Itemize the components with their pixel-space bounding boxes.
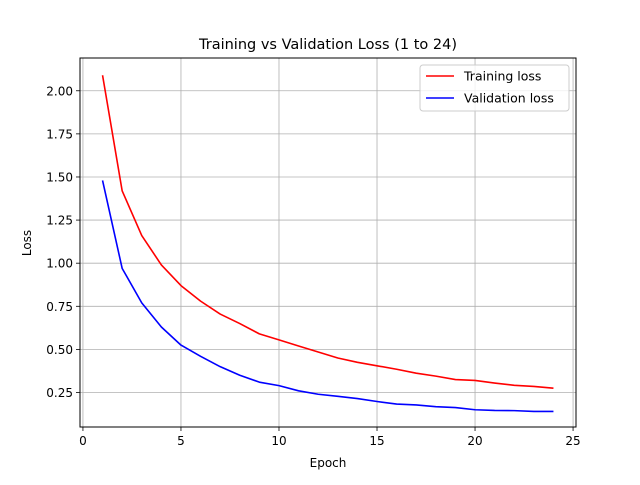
legend: Training loss Validation loss (419, 64, 570, 112)
x-tick-label: 20 (467, 434, 482, 448)
y-tick-label: 1.75 (46, 127, 73, 141)
x-tick-label: 5 (177, 434, 185, 448)
y-tick-label: 0.50 (46, 343, 73, 357)
training-loss-line (101, 75, 554, 389)
x-tick-label: 25 (565, 434, 580, 448)
training-loss-legend-label: Training loss (463, 69, 541, 84)
y-tick-label: 1.25 (46, 214, 73, 228)
y-axis-label: Loss (20, 230, 34, 256)
validation-loss-line (101, 180, 554, 413)
plot-area-frame (79, 57, 577, 428)
x-tick-label: 10 (271, 434, 286, 448)
y-axis: 0.25 0.50 0.75 1.00 1.25 1.50 1.75 2.00 (46, 84, 80, 400)
x-tick-label: 0 (79, 434, 87, 448)
y-tick-label: 0.25 (46, 386, 73, 400)
grid (80, 58, 576, 427)
y-tick-label: 0.75 (46, 300, 73, 314)
y-tick-label: 1.00 (46, 257, 73, 271)
chart-title: Training vs Validation Loss (1 to 24) (198, 37, 457, 53)
x-tick-label: 15 (369, 434, 384, 448)
x-axis-label: Epoch (310, 456, 347, 470)
y-tick-label: 2.00 (46, 84, 73, 98)
x-axis: 0 5 10 15 20 25 (79, 427, 581, 448)
series-layer (101, 75, 554, 413)
y-tick-label: 1.50 (46, 170, 73, 184)
legend-box (419, 64, 570, 112)
validation-loss-legend-label: Validation loss (464, 91, 554, 106)
